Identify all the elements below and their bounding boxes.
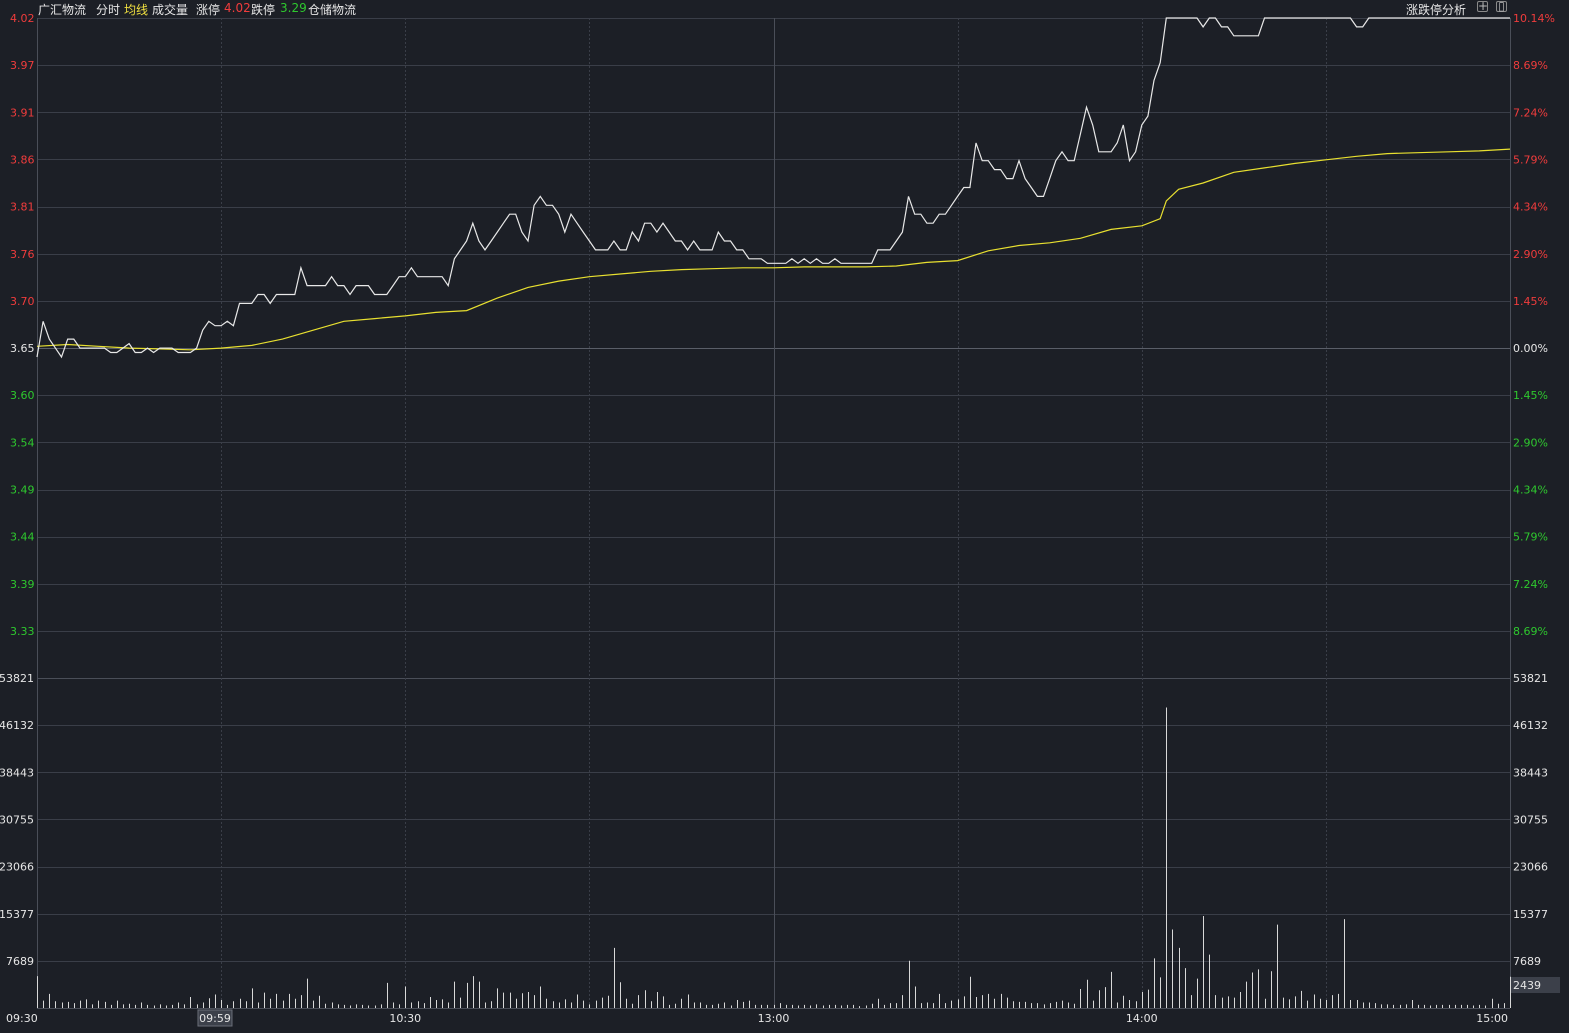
chart-header: 广汇物流 分时 均线 成交量 涨停 4.02 跌停 3.29 仓储物流 涨跌停分… [0,0,1569,17]
percent-tick-label: 8.69% [1513,59,1548,72]
price-tick-label: 3.60 [10,389,35,402]
cursor-time-label: 09:59 [199,1012,231,1025]
price-tick-label: 3.81 [10,201,35,214]
percent-tick-label: 7.24% [1513,578,1548,591]
sector-link[interactable]: 仓储物流 [308,3,357,17]
volume-legend[interactable]: 成交量 [152,3,189,17]
volume-axis-right: 53821 46132 38443 30755 23066 15377 7689 [1513,672,1548,968]
price-tick-label: 3.54 [10,436,35,449]
time-label: 10:30 [389,1012,421,1025]
percent-tick-label: 4.34% [1513,201,1548,214]
limit-up-value: 4.02 [224,1,251,15]
price-tick-label: 3.97 [10,59,35,72]
volume-tick-label: 23066 [0,861,34,874]
current-volume-readout: 2439 [1511,977,1560,993]
price-line [36,17,1510,359]
volume-tick-label: 46132 [0,719,34,732]
volume-tick-label: 7689 [1513,955,1541,968]
stock-name[interactable]: 广汇物流 [38,3,87,17]
volume-tick-label: 53821 [1513,672,1548,685]
volume-tick-label: 46132 [1513,719,1548,732]
price-tick-label: 3.86 [10,153,35,166]
percent-tick-label: 5.79% [1513,531,1548,544]
volume-tick-label: 30755 [1513,813,1548,826]
volume-tick-label: 23066 [1513,861,1548,874]
volume-tick-label: 38443 [0,766,34,779]
volume-tick-label: 38443 [1513,766,1548,779]
percent-tick-label: 10.14% [1513,12,1555,25]
limit-analysis-button[interactable]: 涨跌停分析 [1406,3,1467,17]
current-volume-box [1511,977,1560,993]
volume-tick-label: 53821 [0,672,34,685]
volume-bars [37,707,1511,1008]
price-tick-label: 3.76 [10,248,35,261]
limit-down-value: 3.29 [280,1,307,15]
mode-tab-intraday[interactable]: 分时 [96,3,121,17]
volume-tick-label: 15377 [1513,908,1548,921]
price-axis-left: 4.02 3.97 3.91 3.86 3.81 3.76 3.70 3.65 3.60 3.54… [10,12,35,638]
panel-toggle-icon[interactable]: ▯ [1496,0,1507,12]
price-tick-label: 3.70 [10,295,35,308]
avg-price-line [36,148,1511,351]
percent-tick-label: 0.00% [1513,342,1548,355]
zoom-icon[interactable]: + [1477,0,1489,13]
time-axis: 09:30 10:30 13:00 14:00 15:00 09:59 [6,1009,1508,1027]
time-label: 14:00 [1126,1012,1158,1025]
limit-up-label: 涨停 [196,3,221,17]
percent-tick-label: 5.79% [1513,153,1548,166]
time-label: 15:00 [1476,1012,1508,1025]
percent-tick-label: 7.24% [1513,106,1548,119]
avg-line-legend[interactable]: 均线 [124,3,149,17]
limit-down-label: 跌停 [251,3,276,17]
percent-tick-label: 2.90% [1513,436,1548,449]
price-tick-label: 3.33 [10,625,35,638]
volume-axis-left: 53821 46132 38443 30755 23066 15377 7689 [0,672,34,968]
current-volume-label: 2439 [1513,979,1541,992]
chart-grid [37,18,1511,1009]
time-label: 13:00 [758,1012,790,1025]
time-label: 09:30 [6,1012,38,1025]
percent-axis-right: 10.14% 8.69% 7.24% 5.79% 4.34% 2.90% 1.45% 0.00… [1513,12,1555,638]
percent-tick-label: 8.69% [1513,625,1548,638]
percent-tick-label: 1.45% [1513,389,1548,402]
percent-tick-label: 4.34% [1513,484,1548,497]
price-tick-label: 3.65 [10,342,35,355]
price-tick-label: 3.49 [10,484,35,497]
volume-tick-label: 15377 [0,908,34,921]
price-tick-label: 3.39 [10,578,35,591]
volume-tick-label: 7689 [6,955,34,968]
cursor-time-box [197,1009,233,1027]
percent-tick-label: 1.45% [1513,295,1548,308]
price-tick-label: 3.91 [10,106,35,119]
price-tick-label: 4.02 [10,12,35,25]
percent-tick-label: 2.90% [1513,248,1548,261]
volume-tick-label: 30755 [0,813,34,826]
price-tick-label: 3.44 [10,531,35,544]
